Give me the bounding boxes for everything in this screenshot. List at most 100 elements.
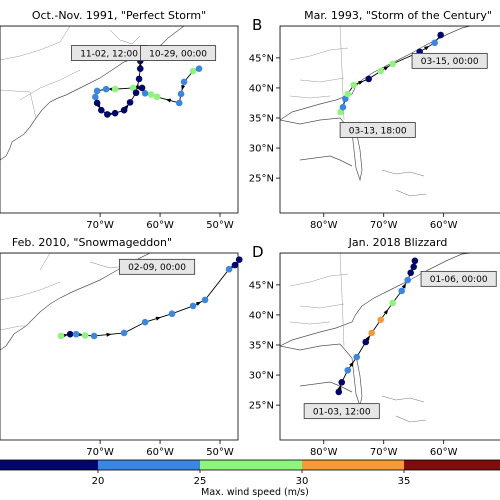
panel-a-point-18 [120, 106, 128, 114]
panel-d-point-9 [404, 276, 411, 284]
panel-a: Oct.-Nov. 1991, "Perfect Storm" 70°W 60°W… [0, 9, 239, 231]
panel-d: D Jan. 2018 Blizzard 80°W 70°W 60°W 45°N 40°… [249, 236, 500, 458]
panel-d-point-3 [353, 353, 361, 361]
panel-a-point-5 [153, 93, 161, 101]
panel-a-point-8 [138, 84, 146, 92]
panel-a-point-12 [93, 87, 101, 95]
panel-b-point-9 [431, 39, 438, 47]
panel-c-track [57, 256, 243, 340]
panel-d-point-2 [344, 366, 352, 374]
panel-b-ytick-4: 25°N [249, 174, 274, 185]
panel-a-arrow-2 [181, 85, 186, 91]
panel-d-xtick-0: 80°W [310, 447, 338, 458]
panel-d-label-box-0 [420, 270, 497, 287]
panel-d-point-7 [389, 299, 397, 307]
panel-c-xticks: 70°W 60°W 50°W [86, 440, 234, 458]
panel-b-arrow-6 [383, 66, 389, 71]
panel-a-point-9 [129, 84, 137, 92]
panel-b-point-10 [437, 31, 444, 39]
panel-b-ytick-2: 35°N [249, 113, 274, 124]
panel-c-xtick-2: 50°W [206, 447, 234, 458]
panel-c-point-10 [225, 265, 233, 273]
panel-b-label-0: 03-15, 00:00 [421, 57, 479, 67]
panel-c-arrow-4 [106, 332, 112, 337]
panel-a-point-20 [132, 89, 140, 97]
colorbar-tick-2: 30 [296, 476, 309, 487]
panel-c-point-7 [168, 310, 176, 318]
panel-c-point-1 [66, 330, 74, 338]
panel-b-arrow-4 [358, 80, 364, 85]
panel-a-label-0: 11-02, 12:00 [80, 49, 138, 59]
panel-a-title: Oct.-Nov. 1991, "Perfect Storm" [32, 9, 206, 22]
panel-c-point-8 [189, 302, 197, 310]
panel-c: Feb. 2010, "Snowmageddon" 70°W 60°W 50°W 0… [0, 236, 243, 458]
panel-c-point-0 [57, 332, 65, 340]
panel-d-ytick-2: 35°N [249, 340, 274, 351]
panel-d-ytick-0: 45°N [249, 280, 274, 291]
panel-a-point-22 [136, 65, 144, 72]
panel-c-point-9 [201, 296, 209, 304]
panel-d-title: Jan. 2018 Blizzard [348, 236, 448, 249]
panel-d-ytick-3: 30°N [249, 371, 274, 382]
panel-b-label-1: 03-13, 18:00 [349, 126, 407, 136]
panel-a-label-1: 10-29, 00:00 [149, 49, 207, 59]
panel-d-point-0 [335, 388, 343, 396]
wind-colorbar: 2025303540 [0, 459, 500, 487]
panel-d-point-12 [411, 257, 419, 265]
colorbar-tick-3: 35 [398, 476, 411, 487]
panel-a-point-0 [195, 65, 203, 72]
panel-b-point-4 [350, 81, 358, 89]
panel-d-point-6 [377, 316, 385, 324]
panel-c-annotations: 02-09, 00:00 [119, 258, 196, 275]
panel-b-title: Mar. 1993, "Storm of the Century" [304, 9, 492, 22]
panel-d-arrow-6 [383, 309, 389, 315]
panel-c-point-3 [81, 332, 89, 339]
panel-a-xtick-0: 70°W [86, 220, 114, 231]
panel-a-point-13 [92, 93, 99, 101]
panel-b-point-3 [344, 90, 352, 98]
panel-b-point-7 [389, 60, 397, 68]
panel-c-point-4 [90, 332, 98, 340]
panel-b-ytick-0: 45°N [249, 53, 274, 64]
panel-a-point-10 [111, 85, 119, 93]
panel-d-letter: D [252, 243, 264, 261]
panel-a-annotations: 11-02, 12:00 10-29, 00:00 [71, 45, 217, 61]
panel-b-annotations: 03-15, 00:00 03-13, 18:00 [339, 52, 488, 138]
colorbar-bin-0 [0, 460, 98, 470]
panel-d-label-1: 01-03, 12:00 [313, 407, 371, 417]
panel-c-xtick-0: 70°W [86, 447, 114, 458]
colorbar-bin-1 [98, 460, 200, 470]
colorbar-tick-1: 25 [194, 476, 207, 487]
panel-d-xtick-2: 60°W [430, 447, 458, 458]
panel-b-xtick-1: 70°W [370, 220, 398, 231]
panel-c-arrow-8 [195, 301, 202, 306]
colorbar-bin-2 [200, 460, 302, 470]
panel-d-label-box-1 [303, 403, 380, 420]
panel-b-xtick-2: 60°W [430, 220, 458, 231]
panel-b-track [337, 31, 444, 116]
colorbar-label: Max. wind speed (m/s) [201, 487, 309, 498]
panel-d-arrow-2 [349, 361, 354, 367]
colorbar-bin-3 [302, 460, 404, 470]
panel-a-point-16 [104, 111, 111, 118]
panel-a-xticks: 70°W 60°W 50°W [86, 213, 234, 231]
panel-a-point-14 [93, 99, 101, 107]
panel-d-label-0: 01-06, 00:00 [430, 275, 488, 285]
panel-c-point-2 [72, 330, 80, 338]
panel-a-point-6 [147, 91, 155, 98]
panel-d-annotations: 01-06, 00:00 01-03, 12:00 [303, 270, 497, 420]
panel-c-point-6 [141, 318, 149, 326]
colorbar-tick-0: 20 [92, 476, 105, 487]
panel-b-map [280, 26, 471, 197]
panel-c-title: Feb. 2010, "Snowmageddon" [12, 236, 172, 249]
panel-c-point-5 [120, 329, 128, 337]
panel-c-arrow-6 [155, 316, 161, 321]
panel-d-track [335, 257, 419, 396]
panel-b-letter: B [252, 16, 262, 34]
panel-a-track [92, 57, 203, 118]
panel-d-arrow-4 [365, 335, 371, 341]
panel-d-point-10 [407, 269, 414, 277]
panel-d-point-11 [410, 263, 417, 271]
panel-b-point-1 [339, 103, 347, 111]
